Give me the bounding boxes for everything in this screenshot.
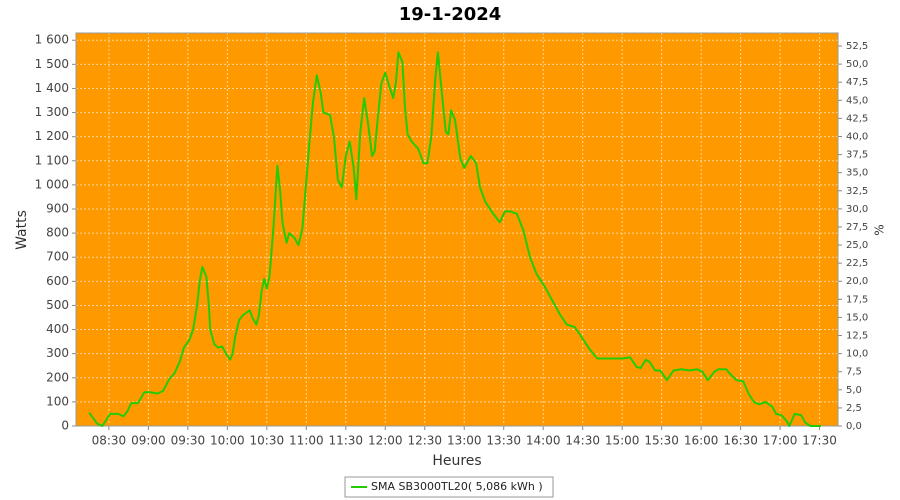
line-series [88,51,821,427]
x-tick-label: 15:00 [605,434,640,448]
y-tick-label: 1 500 [35,57,69,71]
y2-tick-label: 22,5 [846,258,868,269]
x-tick-label: 12:30 [407,434,442,448]
x-tick-label: 14:30 [565,434,600,448]
y2-tick-label: 40,0 [846,131,868,142]
y2-tick-label: 7,5 [846,367,862,378]
x-tick-label: 08:30 [92,434,127,448]
y2-tick-label: 30,0 [846,204,868,215]
y2-tick-label: 5,0 [846,385,862,396]
y-tick-label: 400 [46,322,69,336]
x-tick-label: 13:00 [447,434,482,448]
chart-title: 19-1-2024 [399,4,502,25]
y-tick-label: 500 [46,298,69,312]
plot-border [75,32,839,427]
y2-tick-label: 37,5 [846,150,868,161]
x-tick-label: 16:00 [684,434,719,448]
y2-tick-label: 0,0 [846,421,862,432]
legend-label: SMA SB3000TL20( 5,086 kWh ) [371,480,543,493]
y2-tick-label: 20,0 [846,276,868,287]
y-tick-label: 800 [46,226,69,240]
y-tick-label: 1 000 [35,177,69,191]
y2-tick-label: 10,0 [846,349,868,360]
x-tick-label: 17:00 [763,434,798,448]
x-tick-label: 17:30 [802,434,837,448]
y-tick-label: 0 [61,419,69,433]
y2-tick-label: 52,5 [846,41,868,52]
y2-tick-label: 32,5 [846,186,868,197]
y2-tick-label: 15,0 [846,312,868,323]
x-tick-label: 12:00 [368,434,403,448]
x-tick-label: 13:30 [486,434,521,448]
y-tick-label: 1 600 [35,33,69,47]
y-axis-label: Watts [14,210,30,250]
y2-tick-label: 17,5 [846,294,868,305]
x-tick-label: 11:00 [289,434,324,448]
y-tick-label: 900 [46,202,69,216]
x-tick-label: 10:00 [210,434,245,448]
y2-tick-label: 25,0 [846,240,868,251]
y2-tick-label: 50,0 [846,59,868,70]
y2-tick-label: 45,0 [846,95,868,106]
y-tick-label: 200 [46,370,69,384]
y2-tick-label: 35,0 [846,168,868,179]
y-tick-label: 100 [46,394,69,408]
x-axis-label: Heures [432,453,481,469]
x-tick-label: 09:00 [131,434,166,448]
y2-tick-label: 2,5 [846,403,862,414]
y2-tick-label: 47,5 [846,77,868,88]
y2-tick-label: 12,5 [846,331,868,342]
x-tick-label: 14:00 [526,434,561,448]
y-tick-label: 1 100 [35,153,69,167]
y2-tick-label: 42,5 [846,113,868,124]
y-tick-label: 1 400 [35,81,69,95]
legend-box [344,476,554,498]
y-tick-label: 600 [46,274,69,288]
x-tick-label: 11:30 [328,434,363,448]
y-tick-label: 700 [46,250,69,264]
y2-tick-label: 27,5 [846,222,868,233]
y-tick-label: 1 300 [35,105,69,119]
plot-background [76,33,838,426]
x-tick-label: 15:30 [644,434,679,448]
y-tick-label: 1 200 [35,129,69,143]
x-tick-label: 09:30 [171,434,206,448]
x-tick-label: 16:30 [723,434,758,448]
y-tick-label: 300 [46,346,69,360]
x-tick-label: 10:30 [250,434,285,448]
y2-axis-label: % [873,224,887,235]
